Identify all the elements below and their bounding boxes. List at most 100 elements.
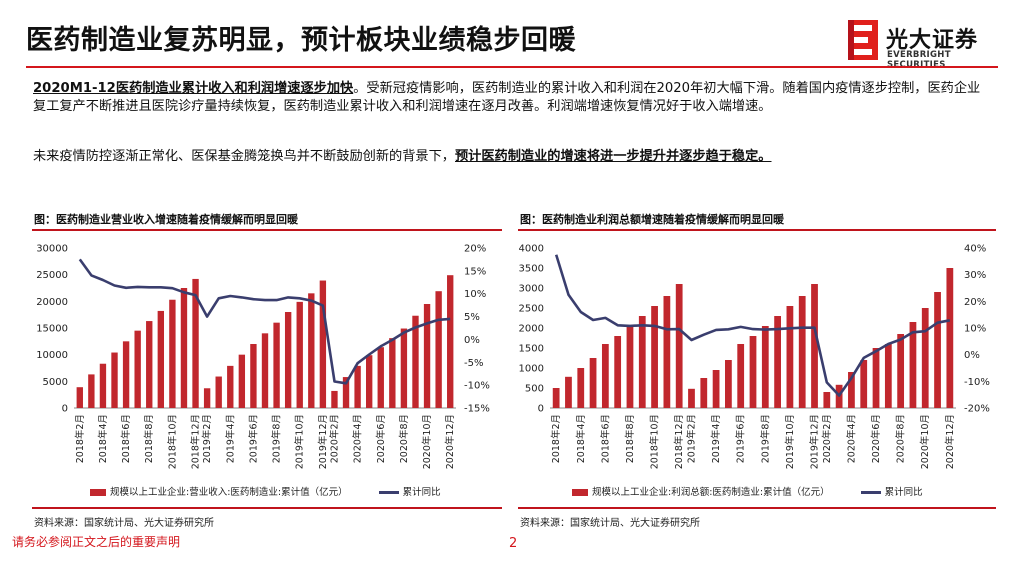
logo-mark-icon <box>848 20 878 60</box>
yoy-growth-line <box>554 254 951 397</box>
chart-1-bottom-rule <box>32 507 502 509</box>
bar <box>786 306 794 408</box>
bar <box>897 334 905 408</box>
bar <box>589 358 597 408</box>
y-right-tick-label: 30% <box>964 270 986 281</box>
x-tick-label: 2018年8月 <box>143 414 155 463</box>
y-left-tick-label: 500 <box>525 384 544 395</box>
bar <box>192 278 199 408</box>
bar <box>688 388 695 408</box>
bar <box>626 326 634 408</box>
x-tick-label: 2019年10月 <box>784 414 796 469</box>
bar <box>273 322 280 408</box>
chart-2-title: 图：医药制造业利润总额增速随着疫情缓解而明显回暖 <box>520 213 784 226</box>
y-left-tick-label: 3500 <box>519 264 544 275</box>
x-tick-label: 2018年10月 <box>649 414 661 469</box>
paragraph-1-body: 。受新冠疫情影响，医药制造业的累计收入和利润在2020年初大幅下滑。随着国内疫情… <box>33 81 981 114</box>
bar <box>725 360 732 408</box>
bar <box>909 322 917 408</box>
bar <box>308 293 315 408</box>
revenue-chart: 0 5000 10000 15000 20000 25000 30000 -15% -10% -5… <box>36 244 490 470</box>
legend-bar-label: 规模以上工业企业:利润总额:医药制造业:累计值（亿元） <box>592 487 830 498</box>
y-left-tick-label: 30000 <box>36 244 68 255</box>
bar <box>934 292 941 408</box>
bar <box>823 392 831 408</box>
logo-text-en: EVERBRIGHT SECURITIES <box>887 50 951 70</box>
bar <box>638 316 646 408</box>
bar <box>331 390 338 408</box>
y-right-tick-label: 10% <box>964 324 986 335</box>
y-right-tick-label: 15% <box>464 266 486 277</box>
y-left-tick-label: 2000 <box>519 324 544 335</box>
y-right-tick-label: 0% <box>964 350 980 361</box>
chart-2-source: 资料来源：国家统计局、光大证券研究所 <box>520 518 700 529</box>
legend-line-swatch <box>378 491 399 494</box>
x-tick-label: 2019年4月 <box>710 414 722 463</box>
bar <box>134 330 141 408</box>
bar <box>180 288 188 408</box>
chart-2-bottom-rule <box>518 507 996 509</box>
bar <box>377 347 384 408</box>
x-tick-label: 2019年8月 <box>271 414 283 463</box>
y-right-tick-label: 20% <box>964 297 986 308</box>
bar <box>946 268 954 408</box>
bar <box>447 275 454 408</box>
bar <box>203 388 211 408</box>
bar <box>215 376 222 408</box>
chart-1-legend: 规模以上工业企业:营业收入:医药制造业:累计值（亿元） 累计同比 <box>90 484 441 498</box>
y-left-tick-label: 25000 <box>36 270 68 281</box>
y-left-tick-label: 0 <box>538 404 544 415</box>
x-tick-label: 2019年12月 <box>809 414 821 469</box>
brand-logo: 光大证券 EVERBRIGHT SECURITIES <box>848 20 1008 70</box>
y-left-tick-label: 10000 <box>36 350 68 361</box>
y-left-tick-label: 20000 <box>36 297 68 308</box>
bar <box>811 284 818 408</box>
bar <box>651 306 658 408</box>
x-tick-label: 2020年2月 <box>821 414 833 463</box>
x-tick-label: 2020年4月 <box>845 414 857 463</box>
bar <box>412 315 419 408</box>
bar <box>365 355 373 408</box>
x-tick-label: 2019年2月 <box>685 414 697 463</box>
bar <box>761 326 769 408</box>
x-tick-label: 2018年12月 <box>673 414 685 469</box>
page-title: 医药制造业复苏明显，预计板块业绩稳步回暖 <box>26 25 576 56</box>
bar <box>227 365 234 408</box>
y-left-tick-label: 15000 <box>36 324 68 335</box>
bar <box>614 336 622 408</box>
chart-2-legend: 规模以上工业企业:利润总额:医药制造业:累计值（亿元） 累计同比 <box>572 484 923 498</box>
chart-1-title-rule <box>32 229 502 231</box>
bar <box>169 299 176 408</box>
x-tick-label: 2020年2月 <box>328 414 340 463</box>
x-tick-label: 2018年2月 <box>550 414 562 463</box>
paragraph-2: 未来疫情防控逐渐正常化、医保基金腾笼换鸟并不断鼓励创新的背景下，预计医药制造业的… <box>33 148 993 166</box>
bar <box>400 328 408 408</box>
profit-chart: 0 500 1000 1500 2000 2500 3000 3500 4000 -20% -10%… <box>519 244 990 470</box>
x-tick-label: 2020年10月 <box>919 414 931 469</box>
bar <box>122 341 130 408</box>
y-left-tick-label: 5000 <box>43 377 68 388</box>
paragraph-2-emphasis: 预计医药制造业的增速将进一步提升并逐步趋于稳定。 <box>455 149 772 164</box>
yoy-growth-line <box>78 258 451 385</box>
legend-line-label: 累计同比 <box>402 487 441 498</box>
bar <box>284 312 292 408</box>
bar <box>157 310 165 408</box>
x-tick-label: 2020年6月 <box>870 414 882 463</box>
chart-1-title: 图：医药制造业营业收入增速随着疫情缓解而明显回暖 <box>34 213 298 226</box>
x-tick-label: 2019年10月 <box>294 414 306 469</box>
paragraph-1: 2020M1-12医药制造业累计收入和利润增速逐步加快。受新冠疫情影响，医药制造… <box>33 80 993 116</box>
x-tick-label: 2018年8月 <box>624 414 636 463</box>
bar <box>111 352 118 408</box>
y-left-tick-label: 2500 <box>519 304 544 315</box>
bar <box>675 284 683 408</box>
x-tick-label: 2019年6月 <box>735 414 747 463</box>
y-right-tick-label: -15% <box>464 404 490 415</box>
bar <box>774 316 781 408</box>
y-right-tick-label: 40% <box>964 244 986 255</box>
bar <box>921 308 929 408</box>
legend-bar-swatch <box>90 489 106 496</box>
bar <box>848 372 855 408</box>
y-left-tick-label: 1500 <box>519 344 544 355</box>
legend-line-swatch <box>860 491 881 494</box>
x-tick-label: 2018年6月 <box>599 414 611 463</box>
